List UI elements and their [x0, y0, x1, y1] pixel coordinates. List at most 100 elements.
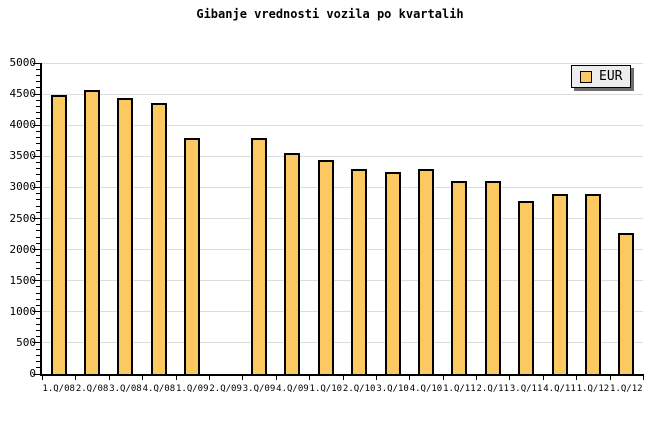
x-tick: [476, 376, 477, 380]
x-tick: [543, 376, 544, 380]
y-minor-tick: [36, 112, 40, 114]
y-grid-line: [42, 311, 643, 313]
y-minor-tick: [36, 130, 40, 132]
y-major-tick: [33, 280, 40, 282]
y-minor-tick: [36, 323, 40, 325]
y-major-tick: [33, 373, 40, 375]
bar: [51, 94, 67, 374]
y-minor-tick: [36, 361, 40, 363]
y-axis-label: 4000: [9, 118, 37, 132]
x-axis-label: 2.Q/09: [209, 384, 242, 394]
y-minor-tick: [36, 106, 40, 108]
bar: [585, 193, 601, 374]
y-axis-label: 500: [16, 335, 36, 349]
y-minor-tick: [36, 305, 40, 307]
x-axis-label: 2.Q/10: [342, 384, 376, 394]
bar: [385, 172, 401, 374]
y-axis-label: 2500: [9, 211, 37, 225]
y-major-tick: [33, 93, 40, 95]
x-tick: [142, 376, 143, 380]
x-tick: [409, 376, 410, 380]
y-minor-tick: [36, 81, 40, 83]
x-axis-line: [40, 374, 644, 376]
bar: [251, 137, 267, 374]
y-minor-tick: [36, 118, 40, 120]
x-tick: [443, 376, 444, 380]
x-tick: [276, 376, 277, 380]
y-axis-label: 2000: [9, 242, 37, 256]
y-minor-tick: [36, 336, 40, 338]
x-tick: [209, 376, 210, 380]
x-axis-label: 1.Q/08: [42, 384, 75, 394]
y-minor-tick: [36, 168, 40, 170]
y-minor-tick: [36, 286, 40, 288]
bar: [151, 102, 167, 374]
y-axis-label: 0: [29, 367, 36, 380]
legend-swatch-eur: [580, 70, 592, 83]
y-grid-line: [42, 155, 643, 157]
chart-title: Gibanje vrednosti vozila po kvartalih: [196, 7, 464, 21]
x-axis-label: 4.Q/09: [276, 384, 309, 394]
x-axis-label: 1.Q/12: [610, 384, 643, 394]
x-tick: [643, 376, 644, 380]
x-axis-label: 4.Q/11: [543, 384, 576, 394]
x-axis-label: 1.Q/11: [443, 384, 476, 394]
x-axis-label: 1.Q/09: [175, 384, 209, 394]
bar: [518, 201, 534, 374]
y-minor-tick: [36, 193, 40, 195]
y-minor-tick: [36, 273, 40, 275]
y-major-tick: [33, 62, 40, 64]
bar: [318, 160, 334, 374]
y-minor-tick: [36, 99, 40, 101]
bar: [451, 180, 467, 374]
x-tick: [576, 376, 577, 380]
bar: [84, 90, 100, 374]
y-minor-tick: [36, 261, 40, 263]
bar: [552, 193, 568, 374]
bar: [184, 137, 200, 374]
y-minor-tick: [36, 317, 40, 319]
x-tick: [109, 376, 110, 380]
x-axis-label: 1.Q/12: [576, 384, 610, 394]
y-axis-label: 1000: [9, 304, 37, 318]
legend: EUR: [571, 65, 632, 88]
x-tick: [176, 376, 177, 380]
y-minor-tick: [36, 149, 40, 151]
y-major-tick: [33, 124, 40, 126]
y-minor-tick: [36, 298, 40, 300]
y-axis-label: 3500: [9, 149, 37, 163]
bar: [485, 180, 501, 374]
y-minor-tick: [36, 354, 40, 356]
legend-label: EUR: [599, 69, 623, 84]
x-tick: [75, 376, 76, 380]
y-minor-tick: [36, 211, 40, 213]
y-minor-tick: [36, 205, 40, 207]
y-minor-tick: [36, 74, 40, 76]
y-grid-line: [42, 124, 643, 126]
y-minor-tick: [36, 329, 40, 331]
x-axis-label: 3.Q/08: [109, 384, 142, 394]
y-minor-tick: [36, 180, 40, 182]
y-minor-tick: [36, 255, 40, 257]
bar: [117, 98, 133, 374]
x-tick: [309, 376, 310, 380]
y-grid-line: [42, 249, 643, 251]
y-grid-line: [42, 62, 643, 64]
y-minor-tick: [36, 87, 40, 89]
x-axis-label: 2.Q/11: [476, 384, 510, 394]
y-minor-tick: [36, 174, 40, 176]
y-major-tick: [33, 218, 40, 219]
x-tick: [343, 376, 344, 380]
y-minor-tick: [36, 267, 40, 269]
x-axis-label: 2.Q/08: [75, 384, 109, 394]
x-axis-label: 4.Q/10: [409, 384, 443, 394]
y-axis-label: 5000: [9, 56, 37, 69]
x-axis-label: 3.Q/11: [509, 384, 543, 394]
x-axis-label: 3.Q/09: [242, 384, 276, 394]
x-tick: [610, 376, 611, 380]
bar: [618, 232, 634, 374]
y-major-tick: [33, 155, 40, 157]
y-axis-label: 4500: [9, 87, 37, 101]
bar: [351, 169, 367, 374]
y-minor-tick: [36, 199, 40, 201]
